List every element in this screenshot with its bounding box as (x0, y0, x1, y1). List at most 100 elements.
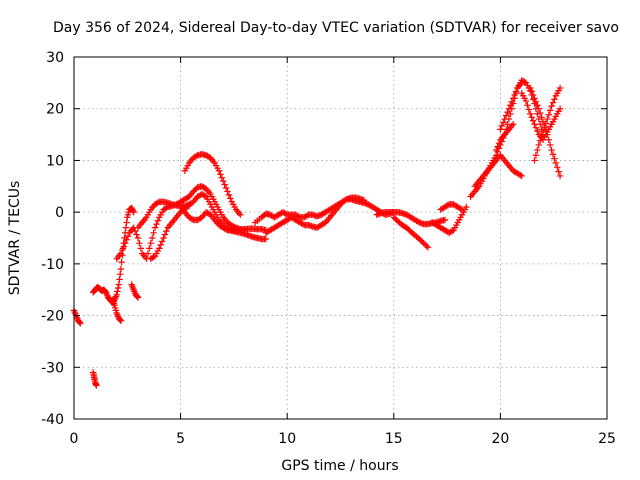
series-track-v (497, 79, 525, 133)
data-point (218, 174, 226, 181)
series-track-e (128, 281, 142, 301)
series-track-w (492, 121, 517, 154)
data-point (509, 95, 517, 102)
data-point (416, 235, 423, 243)
data-point (116, 316, 124, 324)
y-tick-label: 20 (46, 102, 64, 118)
x-tick-label: 0 (70, 431, 79, 447)
data-point (146, 245, 153, 252)
marks-layer (70, 77, 564, 389)
data-point (185, 202, 193, 210)
data-point (534, 146, 541, 154)
data-point (556, 105, 564, 112)
y-axis-label: SDTVAR / TECUs (7, 181, 23, 296)
data-point (118, 258, 125, 266)
data-point (444, 202, 452, 209)
data-point (518, 172, 525, 180)
data-point (222, 226, 230, 233)
x-tick-label: 5 (176, 431, 185, 447)
series-track-r (471, 152, 525, 190)
data-point (528, 88, 535, 95)
data-point (504, 121, 511, 128)
data-point (536, 137, 544, 144)
data-point (225, 191, 233, 199)
data-point (498, 122, 506, 130)
series-track-c (89, 204, 137, 306)
data-point (282, 210, 289, 218)
data-point (299, 221, 307, 228)
data-point (554, 164, 561, 171)
data-point (525, 106, 533, 113)
data-point (508, 98, 515, 106)
y-tick-label: -20 (41, 309, 64, 325)
data-point (342, 196, 349, 204)
data-point (77, 320, 84, 327)
data-point (188, 215, 196, 223)
chart-title: Day 356 of 2024, Sidereal Day-to-day VTE… (53, 20, 619, 36)
data-point (534, 127, 541, 135)
data-point (548, 146, 555, 154)
data-point (201, 192, 208, 199)
data-point (538, 133, 545, 140)
plot-frame (73, 56, 608, 420)
data-point (531, 95, 538, 102)
data-point (457, 205, 464, 212)
data-point (262, 235, 270, 243)
data-point (117, 265, 125, 273)
data-point (535, 141, 542, 149)
data-point (536, 109, 544, 117)
data-point (157, 241, 164, 249)
data-point (541, 124, 548, 131)
series-track-l (262, 194, 368, 237)
data-point (463, 203, 470, 211)
grid-layer (74, 57, 607, 419)
y-tick-label: -10 (41, 257, 64, 273)
data-point (131, 227, 139, 235)
data-point (76, 319, 83, 326)
data-point (497, 126, 504, 133)
data-point (116, 276, 123, 283)
data-point (158, 238, 166, 245)
data-point (161, 231, 169, 238)
data-point (531, 121, 538, 128)
data-point (539, 128, 547, 136)
data-point (518, 79, 525, 87)
data-point (538, 114, 545, 121)
data-point (534, 102, 541, 109)
data-point (124, 233, 132, 240)
data-point (424, 244, 432, 251)
data-point (421, 241, 429, 248)
series-track-u (531, 84, 564, 164)
y-tick-label: -40 (41, 412, 64, 428)
data-point (130, 208, 137, 216)
data-point (500, 119, 507, 126)
data-point (93, 382, 100, 389)
data-point (163, 227, 170, 235)
data-point (532, 152, 540, 159)
data-point (193, 152, 200, 160)
series-track-h (177, 203, 270, 234)
data-point (153, 221, 160, 228)
data-point (414, 218, 422, 225)
data-point (224, 188, 231, 195)
data-point (531, 157, 538, 164)
data-point (495, 139, 503, 147)
data-point (529, 117, 537, 124)
data-point (441, 216, 449, 224)
data-point (551, 96, 558, 103)
data-point (546, 141, 554, 149)
data-point (505, 105, 513, 112)
x-tick-label: 25 (598, 431, 616, 447)
data-point (147, 239, 154, 247)
data-point (529, 91, 537, 99)
data-point (517, 171, 524, 179)
data-point (512, 88, 520, 95)
data-point (177, 208, 184, 216)
data-point (114, 288, 121, 295)
data-point (121, 239, 129, 247)
data-point (404, 225, 412, 233)
data-point (522, 97, 530, 105)
data-point (527, 84, 534, 92)
data-point (532, 98, 540, 106)
